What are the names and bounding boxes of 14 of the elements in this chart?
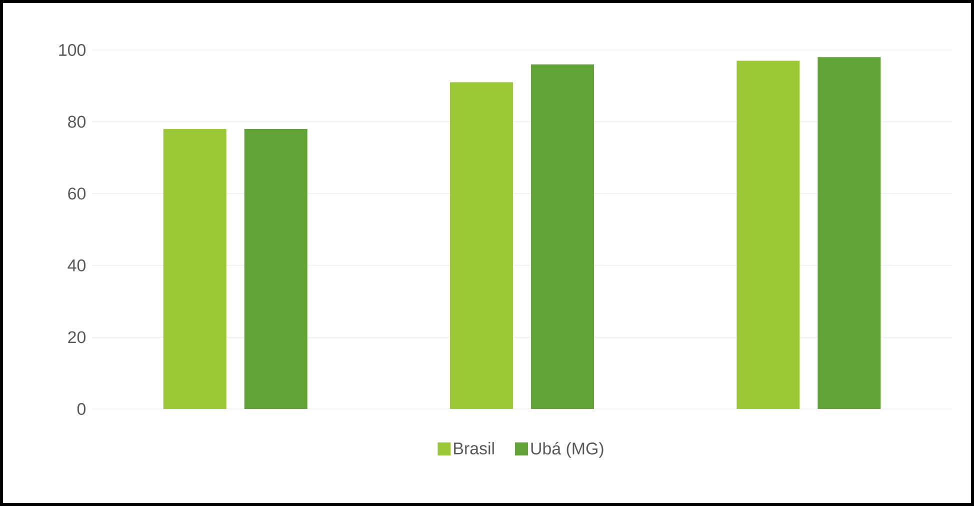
legend-label: Ubá (MG): [531, 442, 604, 458]
bar: [531, 64, 594, 409]
bar: [163, 128, 226, 409]
y-tick-label: 0: [77, 402, 86, 415]
y-tick-label: 40: [68, 259, 86, 272]
y-tick-label: 80: [68, 116, 86, 128]
y-tick-label: 20: [68, 331, 86, 344]
legend-label: Brasil: [454, 442, 494, 454]
bar: [818, 57, 881, 409]
bar: [450, 82, 514, 409]
bar: [244, 128, 308, 409]
y-tick-label: 100: [59, 44, 86, 56]
y-tick-label: 60: [68, 188, 86, 200]
bar: [736, 60, 800, 409]
